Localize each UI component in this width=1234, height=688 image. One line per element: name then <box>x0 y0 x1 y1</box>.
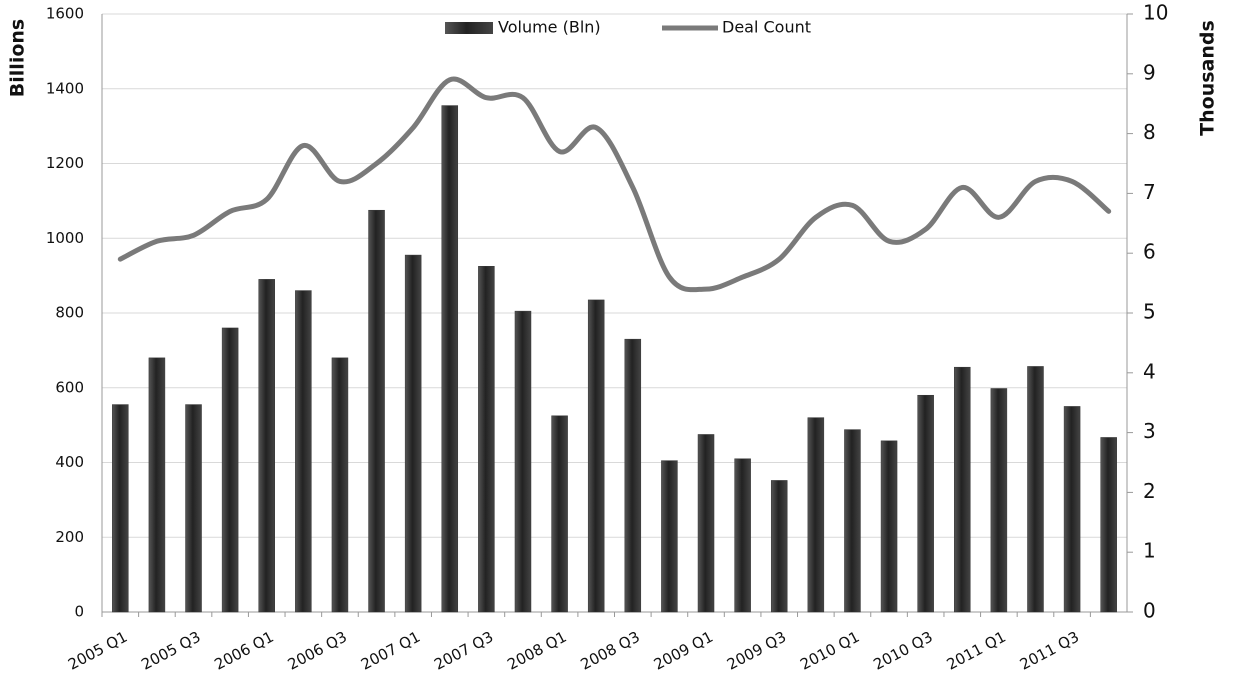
x-tick-label: 2009 Q1 <box>651 628 716 674</box>
bar <box>514 310 532 613</box>
y-tick-label: 800 <box>55 304 84 322</box>
bar <box>441 105 459 613</box>
line <box>117 76 1112 293</box>
bar <box>478 266 495 613</box>
y-tick-label: 1600 <box>46 5 84 23</box>
bar <box>331 357 349 613</box>
y-tick-label: 200 <box>55 528 84 546</box>
y2-tick-label: 3 <box>1143 419 1156 443</box>
legend-label: Deal Count <box>722 18 811 37</box>
bar <box>551 415 568 613</box>
bar <box>661 460 678 613</box>
x-tick-label: 2005 Q1 <box>65 628 130 674</box>
y-tick-label: 1000 <box>46 229 84 247</box>
y2-tick-label: 2 <box>1143 479 1156 503</box>
bar <box>1100 437 1117 613</box>
x-tick-label: 2007 Q1 <box>358 628 423 674</box>
bar <box>807 417 825 613</box>
y2-tick-label: 7 <box>1143 180 1156 204</box>
y-tick-label: 1400 <box>46 79 84 97</box>
y2-tick-label: 4 <box>1143 359 1156 383</box>
y-tick-label: 600 <box>55 378 84 396</box>
x-tick-label: 2010 Q3 <box>870 628 935 674</box>
x-tick-label: 2008 Q1 <box>504 628 569 674</box>
y-tick-label: 0 <box>74 603 84 621</box>
y-axis-label: Billions <box>7 19 29 97</box>
bar <box>734 458 751 613</box>
y2-tick-label: 0 <box>1143 599 1156 623</box>
y2-tick-label: 9 <box>1143 60 1156 84</box>
x-tick-label: 2011 Q3 <box>1017 628 1082 674</box>
y-tick-label: 1200 <box>46 154 84 172</box>
bar <box>880 440 898 613</box>
x-tick-label: 2009 Q3 <box>724 628 789 674</box>
legend-swatch <box>445 22 493 34</box>
bar <box>917 394 934 613</box>
bar <box>148 357 166 613</box>
bar <box>185 404 202 613</box>
x-tick-label: 2008 Q3 <box>578 628 643 674</box>
y2-tick-label: 8 <box>1143 120 1156 144</box>
x-tick-label: 2006 Q3 <box>285 628 350 674</box>
x-tick-label: 2005 Q3 <box>138 628 203 674</box>
x-tick-label: 2011 Q1 <box>944 628 1009 674</box>
bar <box>1063 406 1081 613</box>
bar <box>404 254 422 613</box>
bar <box>844 429 861 613</box>
bar <box>221 327 239 613</box>
y2-tick-label: 5 <box>1143 300 1156 324</box>
bar <box>1027 366 1044 613</box>
y2-tick-label: 1 <box>1143 539 1156 563</box>
y2-tick-label: 10 <box>1143 1 1168 25</box>
bar <box>587 299 605 613</box>
bar <box>295 290 312 613</box>
bar <box>258 279 275 613</box>
x-tick-label: 2007 Q3 <box>431 628 496 674</box>
bar <box>112 404 129 613</box>
bar <box>990 388 1008 613</box>
bar <box>954 366 971 613</box>
bar <box>697 434 715 613</box>
y-tick-label: 400 <box>55 453 84 471</box>
y2-tick-label: 6 <box>1143 240 1156 264</box>
bar <box>770 480 788 613</box>
x-tick-label: 2010 Q1 <box>797 628 862 674</box>
bar <box>624 338 642 613</box>
bar <box>368 209 385 613</box>
legend-label: Volume (Bln) <box>498 18 601 37</box>
y2-axis-label: Thousands <box>1197 20 1219 136</box>
x-tick-label: 2006 Q1 <box>212 628 277 674</box>
